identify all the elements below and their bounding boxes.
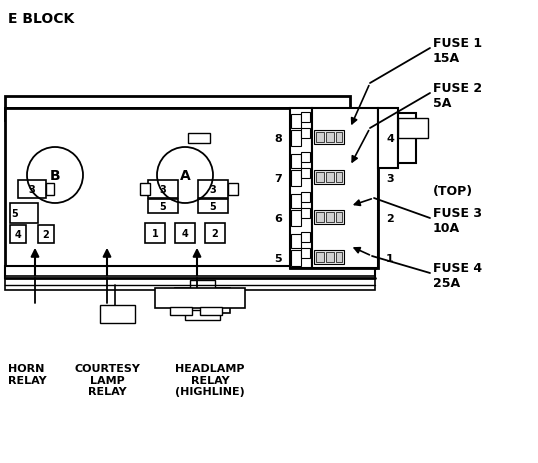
Bar [148,200,178,213]
Bar [326,213,334,223]
Text: 3: 3 [160,185,166,194]
Bar [336,173,342,182]
Bar [188,134,210,144]
Text: 1: 1 [386,253,394,263]
Bar [326,133,334,143]
Bar [175,224,195,244]
Bar [378,109,398,169]
Bar [301,232,310,243]
Bar [326,173,334,182]
Text: 7: 7 [274,174,282,184]
Bar [5,266,375,278]
Bar [5,109,350,121]
Bar [148,181,178,199]
Bar [205,224,225,244]
Bar [336,133,342,143]
Text: FUSE 4
25A: FUSE 4 25A [433,262,482,289]
Text: 3: 3 [29,185,36,194]
Bar [185,310,220,320]
Bar [198,181,228,199]
Text: 6: 6 [274,213,282,224]
Bar [316,173,324,182]
Text: COURTESY
LAMP
RELAY: COURTESY LAMP RELAY [74,363,140,396]
Bar [5,109,375,269]
Bar [291,131,301,147]
Bar [228,184,238,195]
Bar [316,133,324,143]
Bar [291,115,301,129]
Bar [291,194,301,208]
Bar [301,169,310,179]
Text: (TOP): (TOP) [433,184,473,197]
Bar [314,250,344,264]
Bar [398,114,416,163]
Bar [336,252,342,263]
Text: 1: 1 [152,229,158,238]
Bar [140,184,150,195]
Bar [398,119,428,139]
Bar [5,276,375,290]
Bar [5,97,350,109]
Text: FUSE 2
5A: FUSE 2 5A [433,82,482,110]
Bar [301,153,310,163]
Text: 2: 2 [211,229,218,238]
Bar [290,109,378,269]
Bar [326,252,334,263]
Bar [190,281,215,288]
Bar [301,193,310,203]
Bar [155,288,245,308]
Bar [10,225,26,244]
Text: 4: 4 [182,229,188,238]
Bar [46,184,54,195]
Bar [291,171,301,187]
Bar [291,234,301,249]
Bar [291,211,301,226]
Text: 4: 4 [386,134,394,144]
Text: 5: 5 [160,201,166,212]
Bar [18,181,46,199]
Text: 5: 5 [12,208,18,219]
Bar [290,109,312,269]
Bar [314,171,344,185]
Text: FUSE 1
15A: FUSE 1 15A [433,37,482,65]
Bar [198,200,228,213]
Bar [301,208,310,219]
Text: FUSE 3
10A: FUSE 3 10A [433,206,482,234]
Bar [301,113,310,123]
Bar [301,129,310,139]
Bar [10,204,38,224]
Bar [38,225,54,244]
Bar [336,213,342,223]
Bar [314,131,344,144]
Bar [316,252,324,263]
Text: B: B [49,169,60,182]
Bar [316,213,324,223]
Text: 3: 3 [210,185,216,194]
Bar [312,109,378,269]
Text: HORN
RELAY: HORN RELAY [8,363,47,385]
Bar [145,224,165,244]
Text: 4: 4 [15,230,22,239]
Bar [100,305,135,323]
Text: A: A [180,169,190,182]
Bar [200,307,222,315]
Bar [291,155,301,169]
Text: HEADLAMP
RELAY
(HIGHLINE): HEADLAMP RELAY (HIGHLINE) [175,363,245,396]
Text: 2: 2 [43,230,49,239]
Bar [175,288,230,313]
Text: 5: 5 [210,201,216,212]
Bar [291,250,301,266]
Bar [314,211,344,225]
Text: E BLOCK: E BLOCK [8,12,74,26]
Bar [170,307,192,315]
Text: 5: 5 [274,253,282,263]
Text: 8: 8 [274,134,282,144]
Bar [301,249,310,258]
Text: 3: 3 [386,174,394,184]
Text: 2: 2 [386,213,394,224]
